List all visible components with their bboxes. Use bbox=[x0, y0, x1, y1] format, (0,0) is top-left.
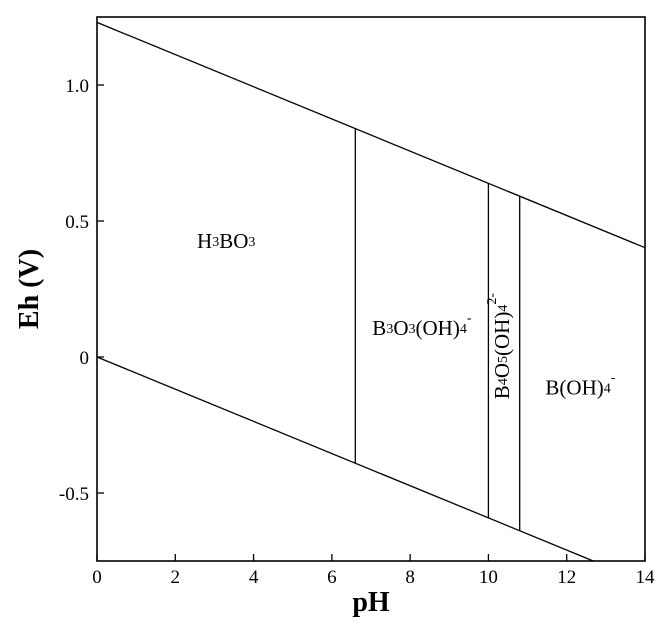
y-axis-title: Eh (V) bbox=[14, 249, 45, 329]
x-tick-label: 10 bbox=[479, 567, 498, 588]
region-h3bo3: H3BO3 bbox=[197, 229, 255, 253]
x-tick-label: 12 bbox=[557, 567, 576, 588]
region-labels: H3BO3 B3O3(OH)4- B4O5(OH)42- B(OH)4- bbox=[197, 229, 616, 400]
x-tick-label: 0 bbox=[92, 567, 102, 588]
x-tick-label: 8 bbox=[405, 567, 415, 588]
y-tick-label: 0 bbox=[80, 348, 90, 369]
y-tick-label: 1.0 bbox=[65, 76, 89, 97]
x-axis-title: pH bbox=[352, 587, 390, 618]
boundary-lines bbox=[96, 21, 646, 562]
region-label-b4o5: B4O5(OH)42- bbox=[485, 293, 514, 400]
y-tick-label: -0.5 bbox=[59, 484, 89, 505]
region-label-b3o3: B3O3(OH)4- bbox=[372, 311, 472, 340]
region-b4o5: B4O5(OH)42- bbox=[485, 293, 514, 400]
x-tick-label: 4 bbox=[249, 567, 259, 588]
region-label-boh4: B(OH)4- bbox=[545, 371, 615, 400]
x-tick-label: 2 bbox=[171, 567, 181, 588]
y-tick-label: 0.5 bbox=[65, 212, 89, 233]
x-tick-label: 14 bbox=[636, 567, 656, 588]
boundary-line-water-lower bbox=[96, 356, 594, 562]
region-label-h3bo3: H3BO3 bbox=[197, 229, 255, 253]
axis-ticks: 0 2 4 6 8 10 12 14 -0.5 0 0.5 1.0 bbox=[59, 76, 655, 588]
x-tick-label: 6 bbox=[327, 567, 337, 588]
region-boh4: B(OH)4- bbox=[545, 371, 615, 400]
boundary-line-water-upper bbox=[96, 21, 646, 249]
region-b3o3: B3O3(OH)4- bbox=[372, 311, 472, 340]
plot-frame bbox=[96, 16, 646, 562]
